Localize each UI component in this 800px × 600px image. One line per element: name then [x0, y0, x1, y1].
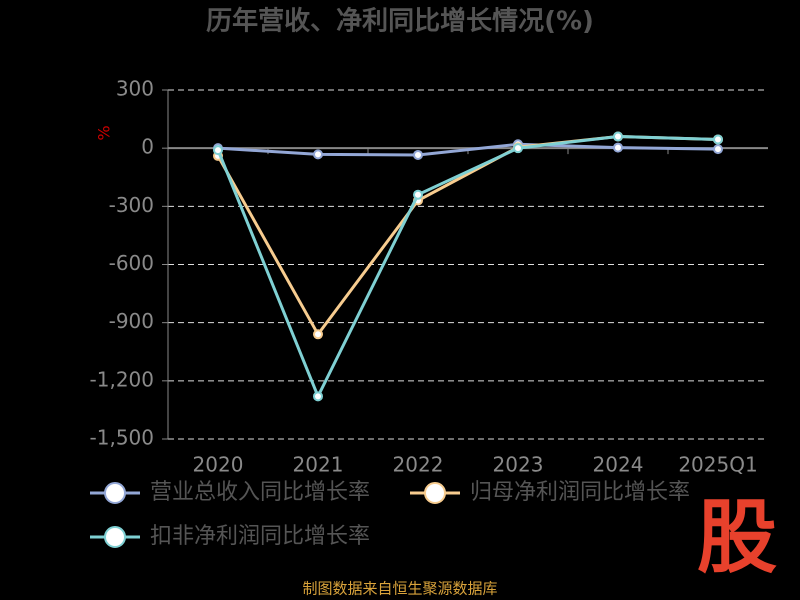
data-point	[213, 145, 223, 156]
data-point	[613, 131, 623, 142]
x-tick-label: 2023	[493, 453, 544, 477]
x-tick-label: 2021	[293, 453, 344, 477]
data-point	[313, 149, 323, 160]
x-tick-label: 2020	[193, 453, 244, 477]
legend-label: 归母净利润同比增长率	[470, 480, 690, 505]
data-point	[713, 134, 723, 145]
legend-label: 扣非净利润同比增长率	[150, 524, 370, 549]
y-tick-label: -300	[109, 193, 154, 217]
chart-title: 历年营收、净利同比增长情况(%)	[206, 6, 594, 37]
data-point	[513, 143, 523, 154]
data-point	[313, 329, 323, 340]
series-line	[217, 142, 719, 157]
x-tick-label: 2024	[593, 453, 644, 477]
x-tick-label: 2025Q1	[678, 453, 757, 477]
data-point	[613, 142, 623, 153]
y-tick-label: 300	[116, 77, 154, 101]
y-tick-label: -900	[109, 309, 154, 333]
y-axis-label: %	[95, 125, 114, 140]
y-tick-label: -600	[109, 251, 154, 275]
data-point	[313, 391, 323, 402]
x-tick-label: 2022	[393, 453, 444, 477]
logo: 股	[697, 491, 777, 584]
series-line	[216, 135, 719, 400]
source-note: 制图数据来自恒生聚源数据库	[302, 580, 497, 598]
series-line	[216, 135, 719, 338]
y-tick-label: -1,500	[90, 426, 154, 450]
legend-marker	[424, 482, 446, 504]
data-point	[413, 149, 423, 160]
y-tick-label: -1,200	[90, 367, 154, 391]
legend-marker	[104, 482, 126, 504]
y-tick-label: 0	[141, 135, 154, 159]
legend-label: 营业总收入同比增长率	[150, 480, 370, 505]
data-point	[713, 144, 723, 155]
data-point	[413, 189, 423, 200]
legend-marker	[104, 526, 126, 548]
